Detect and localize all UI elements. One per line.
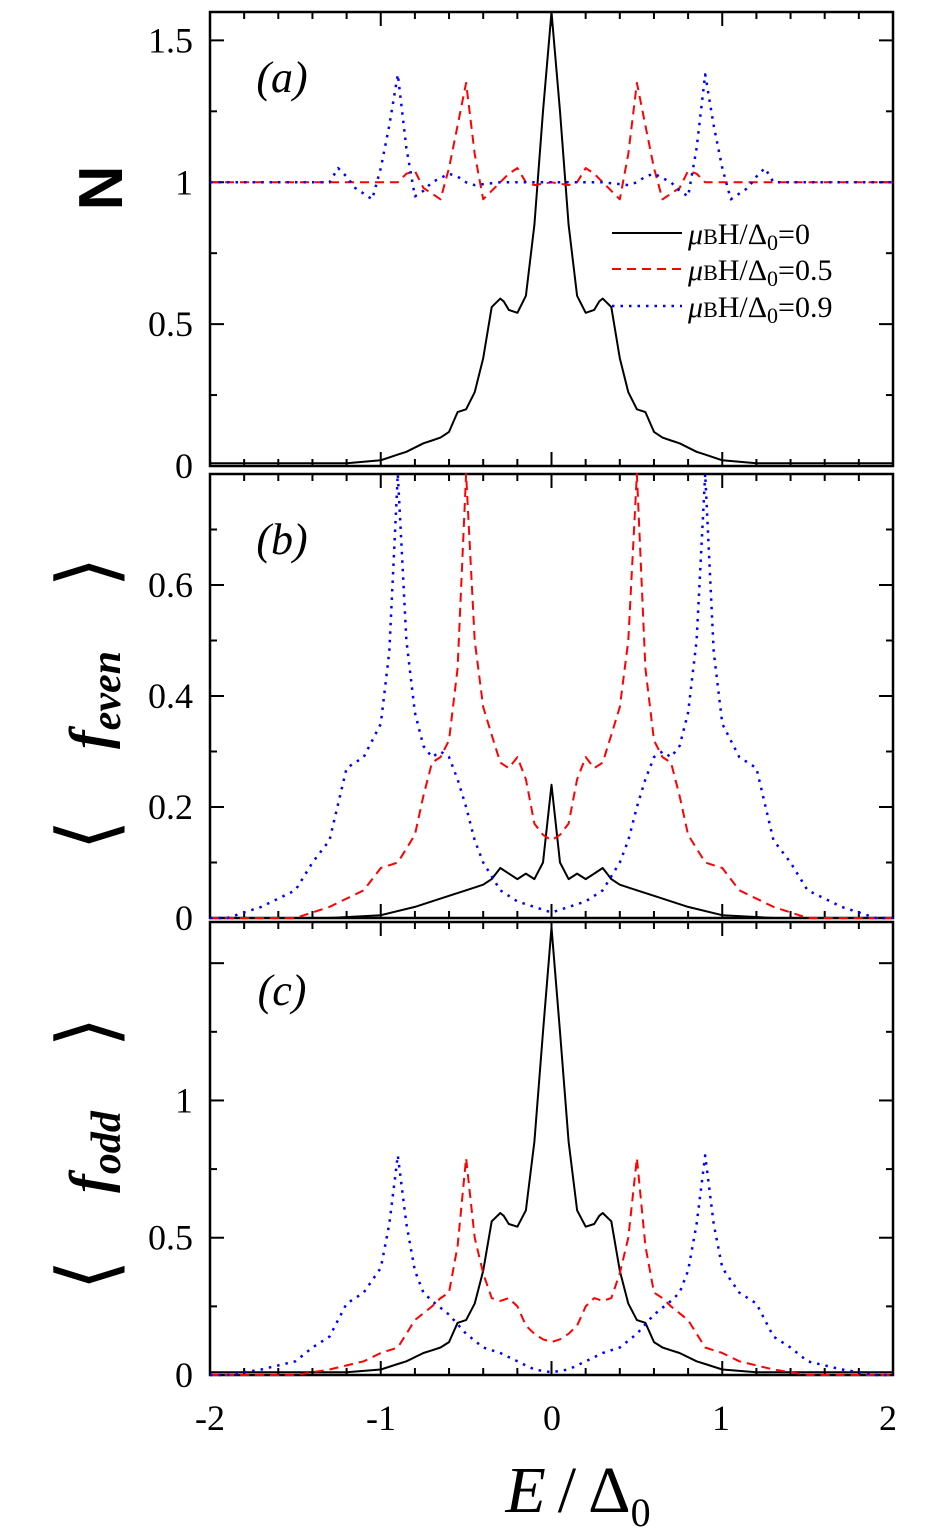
x-axis-label: E / Δ0 [504,1454,650,1533]
panel-label-b: (b) [256,515,307,564]
legend-label: μBH/Δ0=0.9 [687,291,832,328]
y-axis-label-b-close-bracket: ⟩ [44,556,132,587]
y-tick-label: 0 [175,898,193,938]
plot-frame [208,472,895,920]
x-tick-label: 1 [712,1398,730,1438]
legend-entry: μBH/Δ0=0 [612,218,810,255]
x-tick-label: 0 [543,1398,561,1438]
series-line-black [210,783,893,919]
y-axis-label-b-text: feven [59,651,130,749]
panel-b: 0 0.2 0.4 0.6 [148,472,895,938]
series-line-black [210,926,893,1374]
legend: μBH/Δ0=0 μBH/Δ0=0.5 μBH/Δ0=0.9 [612,218,832,328]
y-axis-label-b: ⟨ feven ⟩ [44,556,132,850]
series-line-red [210,473,893,919]
y-axis-label-c: ⟨ fodd ⟩ [44,1016,132,1290]
y-tick-label: 1 [175,1080,193,1120]
y-tick-label: 1.5 [148,20,193,60]
y-tick-label: 0.5 [148,1218,193,1258]
y-axis-label-a: N [67,166,136,211]
legend-entry: μBH/Δ0=0.9 [612,291,832,328]
plot-frame [208,920,895,1377]
y-tick-label: 0 [175,446,193,486]
y-tick-label: 0.2 [148,787,193,827]
series-line-red [210,1157,893,1376]
legend-label: μBH/Δ0=0 [687,218,810,255]
x-tick-labels: -2 -1 0 1 2 [195,1398,897,1438]
x-tick-label: -2 [195,1398,225,1438]
x-tick-label: -1 [366,1398,396,1438]
legend-label: μBH/Δ0=0.5 [687,254,832,291]
y-axis-label-c-text: fodd [59,1110,130,1193]
y-axis-label-b-open-bracket: ⟨ [44,819,132,850]
panel-a: 0 0.5 1 1.5 [148,10,895,486]
series-line-black [210,11,893,465]
series-line-blue [210,472,893,920]
panel-c: 00.51 [148,920,895,1395]
y-tick-label: 0.4 [148,676,193,716]
y-tick-label: 0.5 [148,304,193,344]
y-tick-label: 0 [175,1355,193,1395]
series-line-blue [210,1154,893,1377]
y-axis-label-c-open-bracket: ⟨ [44,1259,132,1290]
panel-label-c: (c) [258,966,307,1015]
panels: 00.511.500.20.40.600.51 [148,10,895,1395]
y-axis-label-c-close-bracket: ⟩ [44,1016,132,1047]
panel-label-a: (a) [256,53,307,102]
x-tick-label: 2 [879,1398,897,1438]
y-tick-label: 1 [175,162,193,202]
legend-entry: μBH/Δ0=0.5 [612,254,832,291]
y-tick-label: 0.6 [148,565,193,605]
series-line-blue [210,73,893,201]
